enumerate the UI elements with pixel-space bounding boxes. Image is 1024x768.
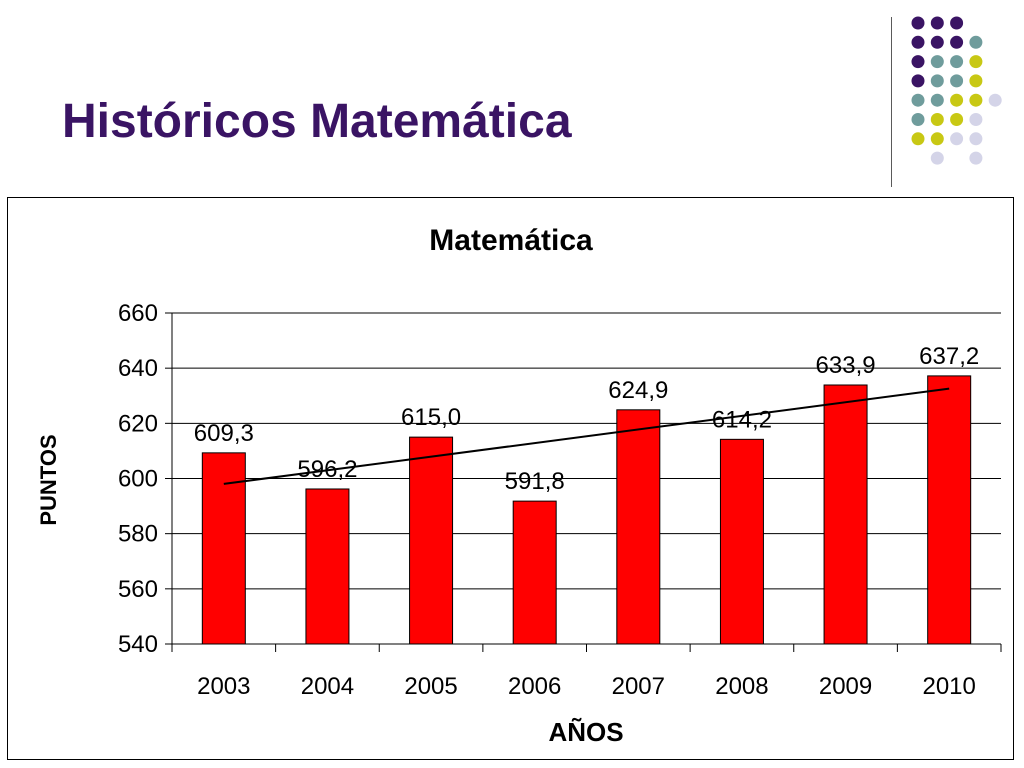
y-tick-label: 640	[118, 355, 158, 382]
data-label-2007: 624,9	[608, 377, 668, 404]
x-tick-label: 2007	[612, 673, 665, 700]
y-tick-label: 560	[118, 576, 158, 603]
x-axis-ticks: 2003 2004 2005 2006 2007 2008 2009 2010	[171, 644, 1002, 700]
title-divider-line	[891, 17, 892, 187]
x-axis-label: AÑOS	[548, 717, 623, 747]
decorative-dot	[950, 132, 964, 146]
decorative-dot	[930, 132, 944, 146]
decorative-dot	[969, 55, 983, 69]
data-label-2003: 609,3	[194, 420, 254, 447]
bar-2003	[201, 452, 246, 645]
decorative-dot	[969, 113, 983, 126]
decorative-dot	[950, 55, 964, 69]
y-axis-label: PUNTOS	[36, 434, 61, 525]
bar-2010	[927, 375, 972, 645]
gridlines	[172, 312, 1001, 590]
decorative-dot	[969, 132, 983, 146]
x-tick-label: 2010	[922, 673, 975, 700]
chart-title: Matemática	[429, 224, 593, 257]
decorative-dot	[930, 93, 944, 107]
decorative-dot	[911, 55, 925, 69]
decorative-dot	[911, 113, 925, 126]
decorative-dot-grid	[911, 16, 1002, 165]
y-tick-label: 660	[118, 300, 158, 327]
data-label-2010: 637,2	[919, 343, 979, 370]
x-tick-label: 2004	[301, 673, 354, 700]
decorative-dot	[988, 93, 1002, 107]
bar-2007	[616, 409, 661, 645]
trendline	[223, 387, 950, 485]
bars	[201, 375, 972, 645]
data-label-2009: 633,9	[816, 352, 876, 379]
bar-2008	[719, 438, 764, 645]
decorative-dot	[950, 113, 964, 126]
decorative-dot	[911, 35, 925, 49]
data-label-2008: 614,2	[712, 406, 772, 433]
y-tick-label: 580	[118, 521, 158, 548]
data-label-2005: 615,0	[401, 404, 461, 431]
chart-frame: Matemática 540 560 580 600 620 640 660 609,3 59…	[7, 197, 1014, 760]
decorative-dot	[930, 151, 944, 165]
bar-2005	[409, 436, 454, 645]
bar-2009	[823, 384, 868, 645]
y-tick-label: 540	[118, 631, 158, 658]
bar-chart: Matemática 540 560 580 600 620 640 660 609,3 59…	[36, 224, 1002, 747]
decorative-dot	[969, 74, 983, 88]
decorative-dot	[969, 93, 983, 107]
decorative-dot	[950, 74, 964, 88]
decorative-dot	[930, 35, 944, 49]
decorative-dot	[930, 74, 944, 88]
decorative-dot	[950, 93, 964, 107]
data-label-2006: 591,8	[505, 468, 565, 495]
x-tick-label: 2009	[819, 673, 872, 700]
x-tick-label: 2003	[197, 673, 250, 700]
decorative-dot	[930, 113, 944, 126]
decorative-dot	[930, 16, 944, 30]
decorative-dot	[930, 55, 944, 69]
bar-2006	[512, 500, 557, 645]
bar-2004	[305, 488, 350, 645]
decorative-dot	[911, 93, 925, 107]
y-axis-ticks: 540 560 580 600 620 640 660	[118, 300, 172, 658]
x-tick-label: 2008	[715, 673, 768, 700]
decorative-dot	[969, 35, 983, 49]
decorative-dot	[950, 35, 964, 49]
trendline-line	[223, 387, 950, 485]
y-tick-label: 600	[118, 466, 158, 493]
x-tick-label: 2006	[508, 673, 561, 700]
slide-title: Históricos Matemática	[62, 95, 572, 148]
decorative-dot	[911, 16, 925, 30]
decorative-dot	[950, 16, 964, 30]
decorative-dot	[969, 151, 983, 165]
decorative-dot	[911, 74, 925, 88]
decorative-dot	[911, 132, 925, 146]
axes	[171, 313, 1001, 645]
y-tick-label: 620	[118, 410, 158, 437]
x-tick-label: 2005	[404, 673, 457, 700]
